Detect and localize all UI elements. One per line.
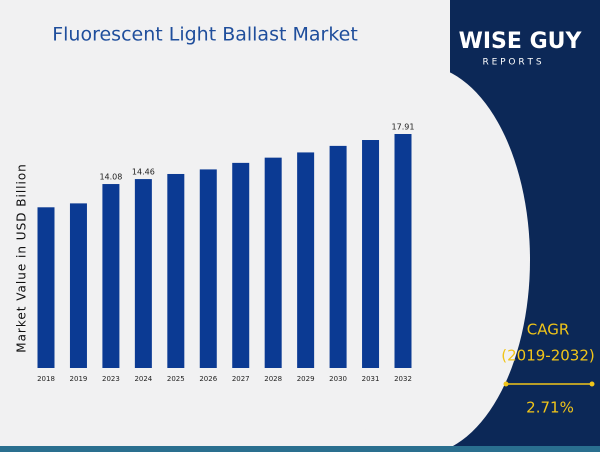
bar bbox=[232, 162, 250, 368]
bar bbox=[297, 152, 315, 368]
x-tick-label: 2028 bbox=[264, 375, 282, 383]
bar bbox=[394, 134, 412, 368]
bar bbox=[134, 179, 152, 368]
bottom-strip bbox=[0, 446, 600, 452]
x-tick-label: 2024 bbox=[134, 375, 152, 383]
bar bbox=[37, 207, 55, 368]
cagr-period: (2019-2032) bbox=[501, 347, 594, 365]
x-tick-label: 2030 bbox=[329, 375, 347, 383]
bar bbox=[167, 173, 185, 368]
bar bbox=[264, 157, 282, 368]
x-tick-label: 2018 bbox=[37, 375, 55, 383]
bar bbox=[199, 169, 217, 368]
value-label: 14.46 bbox=[132, 168, 155, 177]
cagr-dot bbox=[589, 381, 595, 387]
bar bbox=[102, 184, 120, 368]
x-tick-label: 2029 bbox=[297, 375, 315, 383]
x-tick-label: 2019 bbox=[70, 375, 88, 383]
bar bbox=[362, 140, 380, 368]
chart-title: Fluorescent Light Ballast Market bbox=[52, 24, 358, 46]
cagr-dot bbox=[503, 381, 509, 387]
value-label: 17.91 bbox=[392, 123, 415, 132]
x-tick-label: 2026 bbox=[199, 375, 217, 383]
x-tick-label: 2031 bbox=[362, 375, 380, 383]
x-tick-label: 2025 bbox=[167, 375, 185, 383]
cagr-value: 2.71% bbox=[526, 399, 574, 417]
cagr-label: CAGR bbox=[527, 321, 570, 339]
logo-tagline: R E P O R T S bbox=[482, 58, 541, 68]
x-tick-label: 2027 bbox=[232, 375, 250, 383]
bar bbox=[69, 203, 87, 368]
x-tick-label: 2023 bbox=[102, 375, 120, 383]
value-label: 14.08 bbox=[99, 173, 122, 182]
bar bbox=[329, 145, 347, 368]
logo-name: WISE GUY bbox=[459, 29, 583, 54]
x-tick-label: 2032 bbox=[394, 375, 412, 383]
y-axis-label: Market Value in USD Billion bbox=[15, 163, 29, 353]
